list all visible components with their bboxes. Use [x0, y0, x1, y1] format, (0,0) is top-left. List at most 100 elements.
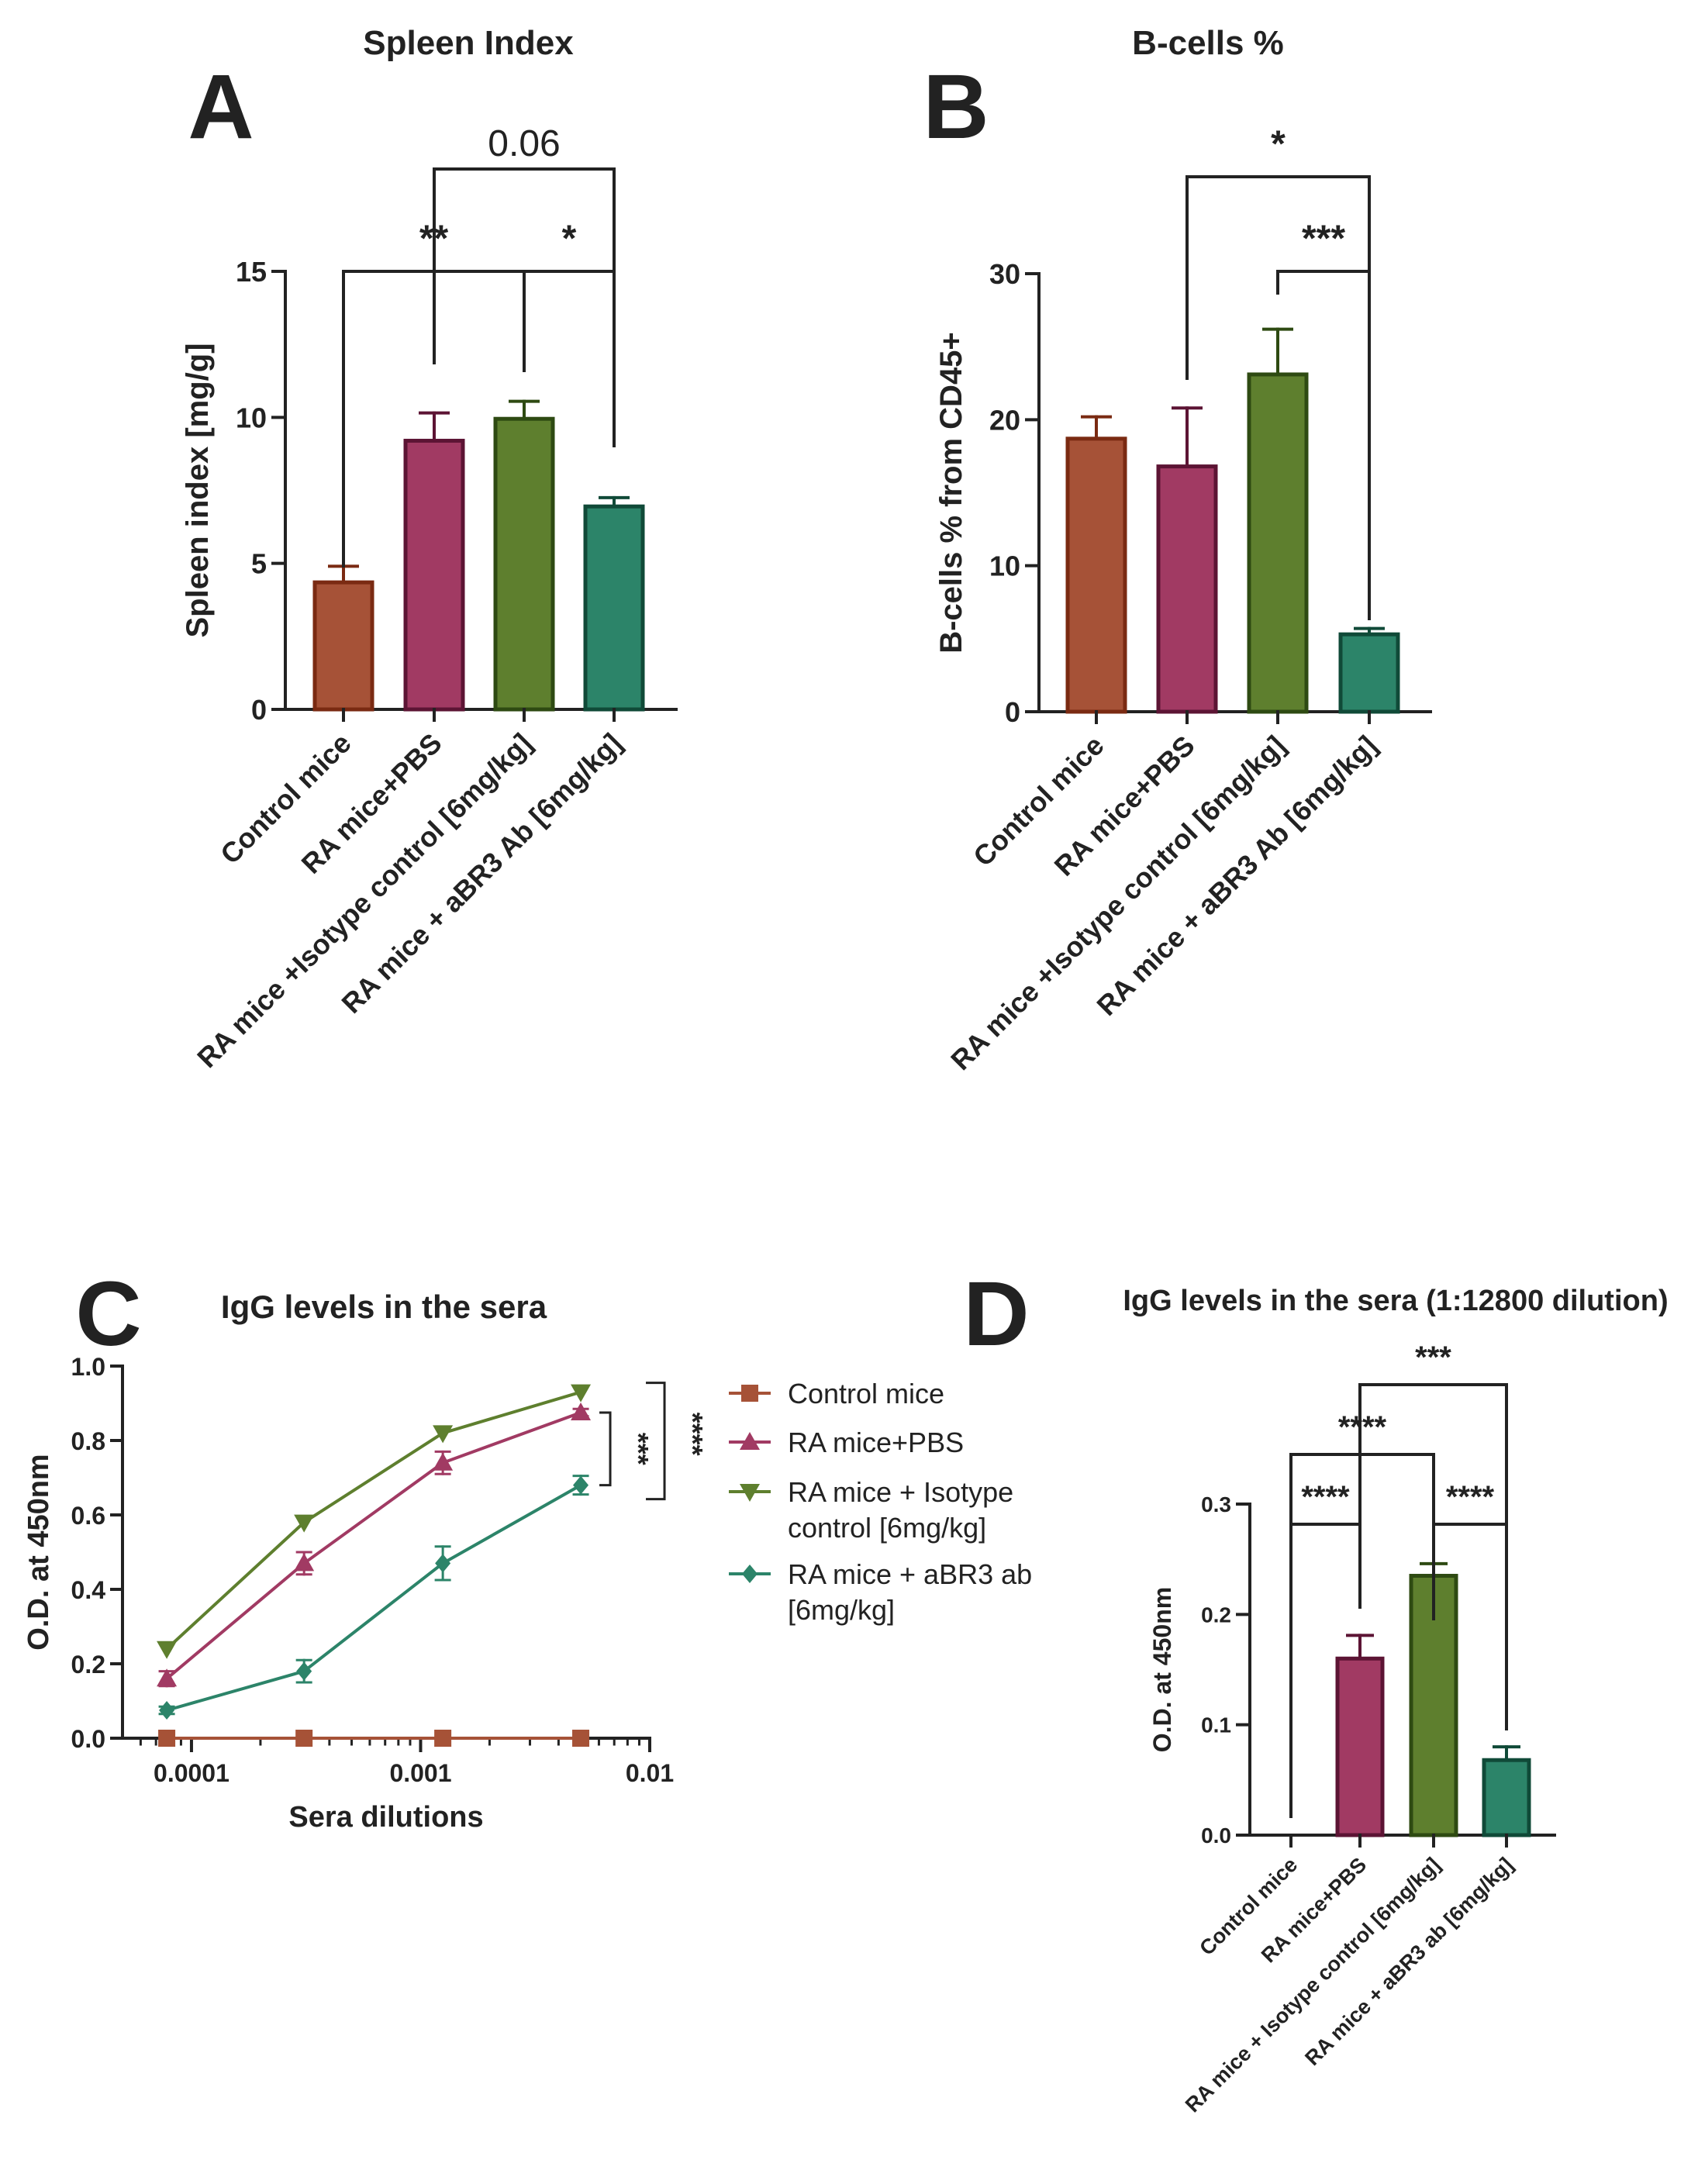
y-tick-label: 0 [251, 694, 267, 726]
y-tick-label: 0.0 [1201, 1823, 1231, 1848]
data-point [571, 1403, 592, 1420]
data-point [740, 1484, 760, 1502]
data-point [572, 1730, 590, 1747]
data-point [433, 1425, 454, 1444]
legend-item: RA mice + aBR3 ab [6mg/kg] [729, 1558, 1032, 1626]
bar-isotype [1247, 372, 1309, 714]
significance-label: **** [1301, 1480, 1350, 1514]
y-axis-label: O.D. at 450nm [22, 1454, 55, 1650]
significance-label: **** [677, 1413, 709, 1456]
chart-title: IgG levels in the sera [221, 1289, 547, 1325]
x-tick-label: 0.01 [626, 1759, 674, 1787]
data-point [573, 1475, 589, 1495]
data-point [742, 1565, 758, 1583]
data-point [434, 1730, 452, 1747]
legend-label: [6mg/kg] [788, 1594, 895, 1626]
x-axis-label: Sera dilutions [288, 1801, 483, 1834]
y-tick-label: 5 [251, 548, 267, 580]
series-line [165, 1411, 582, 1680]
x-tick-label: 0.0001 [154, 1759, 230, 1787]
data-point [740, 1432, 760, 1450]
x-category-label: RA mice + Isotype control [6mg/kg] [1181, 1853, 1444, 2117]
series-control [158, 1730, 590, 1747]
y-tick-label: 10 [989, 550, 1020, 582]
significance-label: *** [1302, 219, 1345, 260]
legend-item: Control mice [729, 1378, 944, 1409]
series-line [165, 1390, 582, 1651]
data-point [157, 1668, 178, 1687]
panel-letter: B [923, 56, 989, 158]
y-tick-label: 0.0 [71, 1725, 105, 1753]
data-point [433, 1452, 454, 1471]
y-axis-label: Spleen index [mg/g] [181, 343, 215, 637]
significance-bracket-line [433, 167, 616, 434]
y-tick-label: 20 [989, 404, 1020, 436]
data-point [157, 1641, 178, 1659]
data-point [571, 1384, 592, 1403]
chart-title: Spleen Index [363, 24, 574, 62]
significance-label: *** [623, 1433, 654, 1465]
y-axis-label: B-cells % from CD45+ [934, 332, 968, 654]
significance-bracket-line [599, 1411, 612, 1487]
significance-label: *** [1415, 1340, 1451, 1375]
significance-bracket: *** [599, 1411, 654, 1487]
panel-letter: C [75, 1263, 141, 1365]
y-tick-label: 0.1 [1201, 1713, 1231, 1737]
bar-isotype [493, 416, 555, 712]
series-pbs [157, 1403, 592, 1688]
y-tick-label: 0.2 [1201, 1603, 1231, 1627]
data-point [294, 1553, 315, 1572]
significance-bracket: 0.06 [433, 123, 616, 434]
y-tick-label: 0.8 [71, 1427, 105, 1455]
x-category-label: RA mice +Isotype control [6mg/kg] [191, 727, 537, 1074]
significance-bracket: *** [1358, 1340, 1508, 1702]
legend: Control mice RA mice+PBS RA mice + Isotype… [729, 1378, 1032, 1626]
significance-label: **** [1446, 1480, 1495, 1514]
data-point [296, 1661, 312, 1681]
data-point [158, 1730, 176, 1747]
bar-abr3 [583, 504, 645, 712]
bar-pbs [1156, 464, 1218, 714]
significance-bracket: **** [646, 1382, 709, 1501]
y-tick-label: 10 [236, 402, 267, 433]
chart-title: IgG levels in the sera (1:12800 dilution… [1123, 1285, 1668, 1317]
chart-title: B-cells % [1132, 24, 1284, 62]
y-tick-label: 1.0 [71, 1353, 105, 1381]
y-tick-label: 0.2 [71, 1651, 105, 1679]
series-isotype [157, 1384, 592, 1659]
panel-D: D IgG levels in the sera (1:12800 dilutio… [963, 1263, 1668, 2117]
y-tick-label: 0 [1005, 696, 1020, 728]
bar-control [1065, 436, 1127, 714]
data-point [741, 1385, 758, 1402]
significance-bracket-line [1185, 175, 1371, 620]
bar-pbs [403, 438, 465, 712]
legend-label: RA mice+PBS [788, 1427, 964, 1458]
y-axis-label: O.D. at 450nm [1148, 1587, 1176, 1752]
significance-label: **** [1338, 1410, 1387, 1444]
bar-abr3 [1338, 632, 1400, 714]
data-point [435, 1554, 451, 1573]
significance-bracket: **** [1289, 1410, 1435, 1818]
legend-label: RA mice + Isotype [788, 1476, 1013, 1508]
data-point [159, 1701, 175, 1720]
panel-letter: D [963, 1263, 1029, 1365]
legend-label: control [6mg/kg] [788, 1512, 986, 1544]
significance-label: * [1271, 124, 1286, 165]
bar-abr3 [1482, 1758, 1531, 1837]
significance-bracket: * [1185, 124, 1371, 620]
bar-control [312, 580, 374, 712]
significance-bracket: * [523, 219, 616, 447]
legend-label: RA mice + aBR3 ab [788, 1558, 1032, 1590]
significance-label: 0.06 [488, 123, 560, 164]
y-tick-label: 15 [236, 256, 267, 288]
x-category-label: RA mice +Isotype control [6mg/kg] [944, 730, 1291, 1076]
series-line [166, 1483, 582, 1712]
y-tick-label: 0.3 [1201, 1492, 1231, 1516]
y-tick-label: 0.6 [71, 1502, 105, 1530]
panel-letter: A [188, 56, 254, 158]
significance-label: * [562, 219, 577, 260]
y-tick-label: 30 [989, 258, 1020, 290]
y-tick-label: 0.4 [71, 1576, 106, 1604]
